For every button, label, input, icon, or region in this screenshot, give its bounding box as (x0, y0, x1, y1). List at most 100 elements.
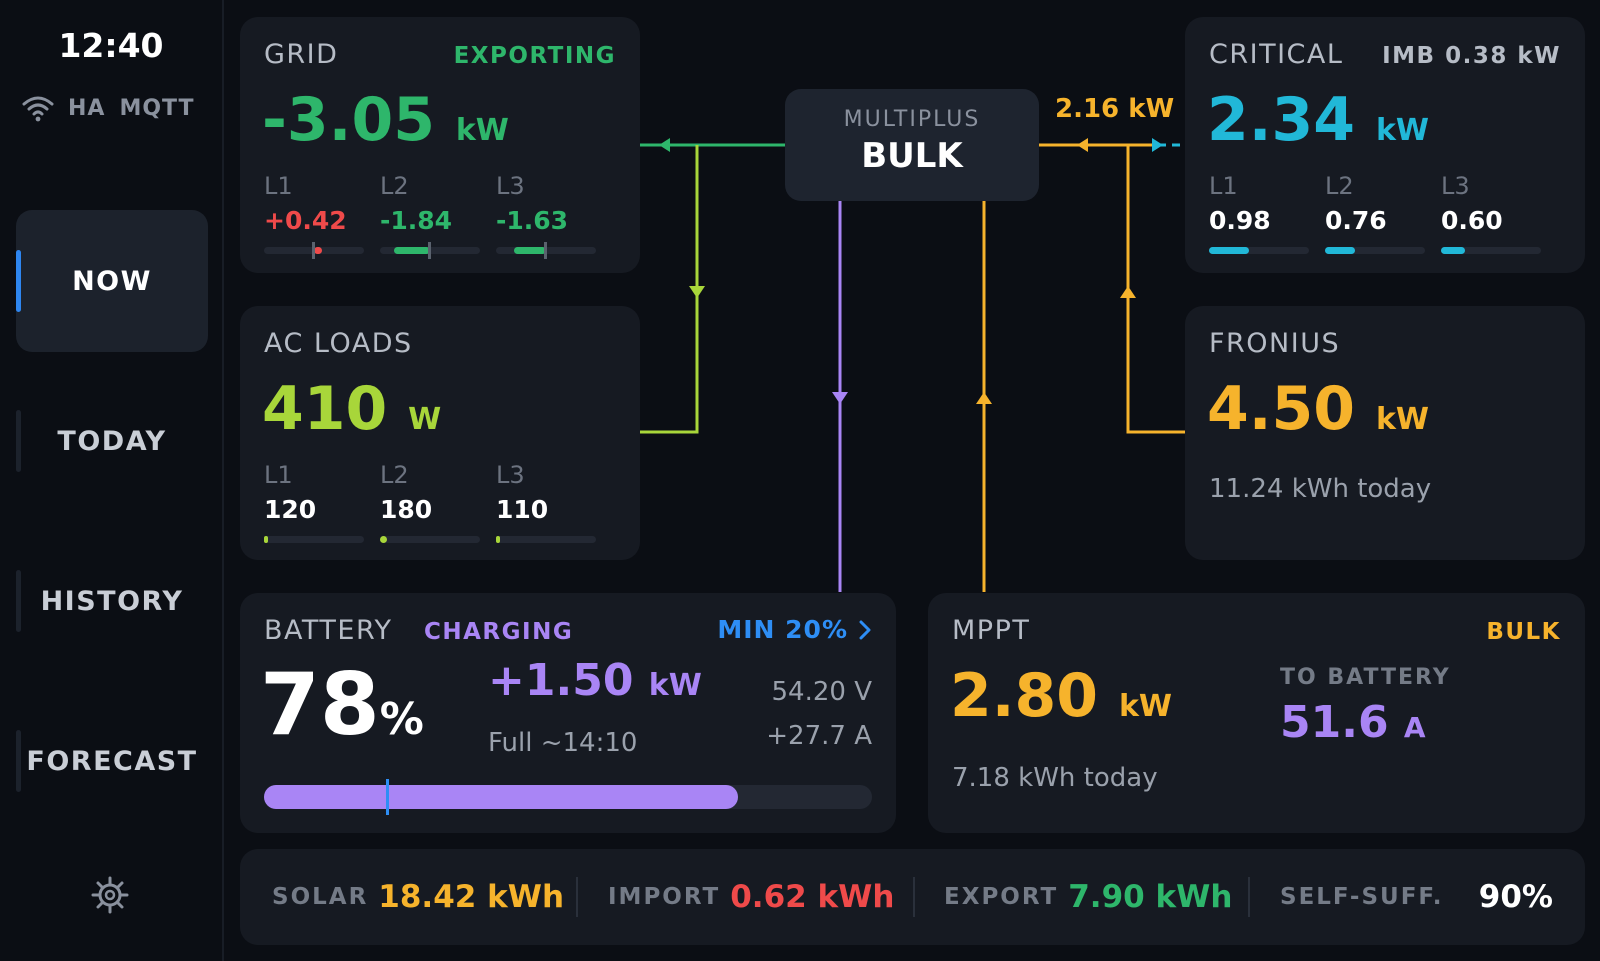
battery-soc-bar (264, 779, 872, 815)
nav-forecast-label: FORECAST (26, 745, 198, 777)
critical-unit: kW (1375, 113, 1429, 148)
phase-value: 0.60 (1441, 206, 1503, 235)
multiplus-node[interactable]: MULTIPLUS BULK (785, 89, 1039, 201)
grid-phase-l2: L2 -1.84 (380, 172, 480, 259)
nav-now-label: NOW (72, 265, 152, 297)
phase-label: L3 (496, 172, 525, 200)
summary-self-value-wrap: 90% (1479, 849, 1553, 945)
critical-phase-l2: L2 0.76 (1325, 172, 1425, 254)
battery-power: +1.50 kW (488, 655, 702, 706)
mppt-card[interactable]: MPPT BULK 2.80 kW 7.18 kWh today TO BATT… (928, 593, 1585, 833)
to-battery: 51.6 A (1280, 697, 1426, 748)
chevron-right-icon (859, 620, 871, 639)
phase-bar (264, 242, 364, 259)
min-soc-marker (386, 779, 389, 815)
nav-today[interactable]: TODAY (16, 370, 208, 512)
battery-soc-fill (264, 785, 738, 809)
phase-value: 0.98 (1209, 206, 1271, 235)
phase-value: 0.76 (1325, 206, 1387, 235)
loads-flow-line (640, 145, 699, 434)
phase-value: -1.63 (496, 206, 569, 235)
multiplus-state: BULK (861, 136, 963, 176)
mppt-unit: kW (1118, 689, 1172, 724)
mqtt-status: MQTT (119, 95, 195, 121)
fronius-card[interactable]: FRONIUS 4.50 kW 11.24 kWh today (1185, 306, 1585, 560)
gear-icon[interactable] (90, 875, 130, 915)
mppt-power: 2.80 kW (950, 661, 1172, 731)
summary-import-label: IMPORT (608, 884, 721, 910)
grid-power-unit: kW (455, 113, 509, 148)
loads-phase-l3: L3 110 (496, 461, 596, 543)
critical-power: 2.34 kW (1207, 85, 1429, 155)
summary-export-value: 7.90 kWh (1068, 879, 1233, 915)
summary-solar-label: SOLAR (272, 884, 369, 910)
phase-label: L2 (380, 172, 409, 200)
battery-card[interactable]: BATTERY CHARGING MIN 20% 78% +1.50 kW Fu… (240, 593, 896, 833)
phase-bar (1441, 247, 1541, 254)
critical-phase-l1: L1 0.98 (1209, 172, 1309, 254)
grid-power: -3.05 kW (262, 85, 509, 155)
connection-status: HA MQTT (22, 94, 195, 122)
grid-flow-arrow (659, 138, 670, 152)
divider (1248, 877, 1250, 917)
phase-label: L2 (1325, 172, 1354, 200)
divider (576, 877, 578, 917)
mppt-value: 2.80 (950, 661, 1099, 731)
critical-flow-arrow (1152, 138, 1163, 152)
ac-loads-title: AC LOADS (264, 328, 413, 359)
fronius-flow-arrow (1120, 286, 1136, 298)
battery-power-value: +1.50 (488, 655, 634, 706)
grid-phase-l3: L3 -1.63 (496, 172, 596, 259)
nav-now[interactable]: NOW (16, 210, 208, 352)
mppt-flow-arrow (976, 392, 992, 404)
nav-history[interactable]: HISTORY (16, 530, 208, 672)
summary-export-label: EXPORT (944, 884, 1059, 910)
wifi-icon (22, 96, 54, 122)
summary-export: EXPORT 7.90 kWh (944, 849, 1232, 945)
clock: 12:40 (58, 26, 164, 65)
phase-label: L1 (264, 461, 293, 489)
min-soc-label: MIN 20% (717, 615, 848, 644)
imbalance-badge: IMB 0.38 kW (1382, 43, 1561, 69)
grid-card[interactable]: GRID EXPORTING -3.05 kW L1 +0.42 L2 -1.8… (240, 17, 640, 273)
battery-state-badge: CHARGING (424, 619, 574, 645)
ha-status: HA (68, 95, 106, 121)
to-battery-label: TO BATTERY (1280, 665, 1451, 690)
grid-power-value: -3.05 (262, 85, 435, 155)
summary-import-value: 0.62 kWh (730, 879, 895, 915)
fronius-flow-line (1126, 145, 1185, 434)
active-indicator (16, 250, 21, 312)
to-battery-unit: A (1403, 711, 1426, 744)
ac-loads-card[interactable]: AC LOADS 410 W L1 120 L2 180 L3 110 (240, 306, 640, 560)
critical-card[interactable]: CRITICAL IMB 0.38 kW 2.34 kW L1 0.98 L2 … (1185, 17, 1585, 273)
phase-label: L1 (264, 172, 293, 200)
ac-loads-value: 410 (262, 374, 388, 444)
battery-voltage: 54.20 V (771, 677, 872, 707)
fronius-title: FRONIUS (1209, 328, 1341, 359)
fronius-power: 4.50 kW (1207, 374, 1429, 444)
phase-value: 110 (496, 495, 549, 524)
phase-bar (380, 242, 480, 259)
nav-forecast[interactable]: FORECAST (16, 690, 208, 832)
mppt-today: 7.18 kWh today (952, 763, 1158, 793)
summary-self-sufficiency: SELF-SUFF. (1280, 849, 1444, 945)
min-soc-button[interactable]: MIN 20% (717, 615, 872, 644)
phase-bar (264, 536, 364, 543)
phase-bar (1325, 247, 1425, 254)
summary-import: IMPORT 0.62 kWh (608, 849, 894, 945)
battery-soc: 78% (260, 655, 424, 755)
grid-state-badge: EXPORTING (453, 43, 616, 69)
mppt-state-badge: BULK (1486, 619, 1561, 645)
phase-value: 180 (380, 495, 433, 524)
phase-label: L2 (380, 461, 409, 489)
summary-self-label: SELF-SUFF. (1280, 884, 1444, 910)
phase-label: L1 (1209, 172, 1238, 200)
phase-bar (1209, 247, 1309, 254)
ac-loads-power: 410 W (262, 374, 441, 444)
to-battery-value: 51.6 (1280, 697, 1389, 748)
battery-power-unit: kW (648, 668, 702, 703)
nav-today-label: TODAY (57, 425, 167, 457)
critical-title: CRITICAL (1209, 39, 1344, 70)
loads-flow-arrow (689, 286, 705, 298)
